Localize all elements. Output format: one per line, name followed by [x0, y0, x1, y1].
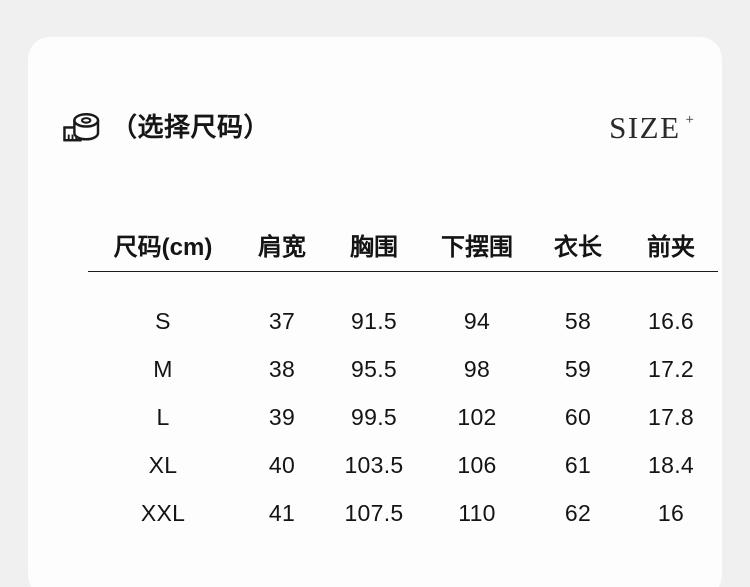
- size-brand-logo: SIZE +: [609, 112, 694, 143]
- cell-front: 18.4: [648, 452, 694, 478]
- cell-hem: 110: [458, 500, 496, 526]
- cell-length: 60: [564, 404, 592, 430]
- cell-shoulder: 41: [268, 500, 296, 526]
- cell-hem: 94: [463, 308, 491, 334]
- brand-word: SIZE: [609, 109, 681, 145]
- header-divider: [88, 271, 718, 272]
- cell-shoulder: 38: [268, 356, 296, 382]
- card-header: （选择尺码） SIZE +: [62, 103, 694, 151]
- table-header-row: 尺码(cm) 肩宽 胸围 下摆围 衣长 前夹: [88, 217, 718, 271]
- column-header-hem: 下摆围: [441, 233, 513, 261]
- table-row[interactable]: XL 40 103.5 106 61 18.4: [88, 442, 718, 490]
- header-divider-line: [88, 271, 718, 272]
- cell-shoulder: 39: [268, 404, 296, 430]
- column-header-length: 衣长: [554, 233, 602, 261]
- cell-length: 62: [564, 500, 592, 526]
- size-chart-card: （选择尺码） SIZE + 尺码(cm) 肩宽 胸围 下摆围 衣长 前夹: [28, 37, 722, 587]
- table-header: 尺码(cm) 肩宽 胸围 下摆围 衣长 前夹: [88, 217, 718, 271]
- cell-hem: 102: [457, 404, 497, 430]
- column-header-bust: 胸围: [350, 233, 398, 261]
- size-table: 尺码(cm) 肩宽 胸围 下摆围 衣长 前夹 S 37 9: [88, 217, 718, 538]
- cell-bust: 99.5: [351, 404, 397, 430]
- cell-bust: 95.5: [351, 356, 397, 382]
- cell-size: XL: [148, 452, 178, 478]
- cell-bust: 107.5: [344, 500, 404, 526]
- table-spacer-cell: [88, 272, 718, 298]
- column-header-size: 尺码(cm): [113, 233, 213, 261]
- cell-hem: 98: [463, 356, 491, 382]
- cell-front: 17.2: [648, 356, 694, 382]
- column-header-shoulder: 肩宽: [258, 233, 306, 261]
- cell-front: 16.6: [648, 308, 694, 334]
- table-body: S 37 91.5 94 58 16.6 M 38 95.5 98 59 17.…: [88, 271, 718, 538]
- brand-plus-icon: +: [685, 111, 694, 128]
- cell-size: S: [155, 308, 171, 334]
- page-title: （选择尺码）: [111, 112, 271, 142]
- cell-length: 58: [564, 308, 592, 334]
- cell-front: 16: [657, 500, 685, 526]
- cell-size: M: [153, 356, 173, 382]
- cell-shoulder: 40: [268, 452, 296, 478]
- cell-length: 61: [564, 452, 592, 478]
- cell-front: 17.8: [648, 404, 694, 430]
- cell-shoulder: 37: [268, 308, 296, 334]
- cell-hem: 106: [457, 452, 497, 478]
- cell-length: 59: [564, 356, 592, 382]
- table-row[interactable]: S 37 91.5 94 58 16.6: [88, 298, 718, 346]
- table-row[interactable]: XXL 41 107.5 110 62 16: [88, 490, 718, 538]
- cell-size: XXL: [140, 500, 186, 526]
- measuring-tape-icon: [63, 113, 100, 142]
- column-header-front: 前夹: [647, 233, 695, 261]
- title-group: （选择尺码）: [62, 110, 270, 144]
- cell-bust: 103.5: [344, 452, 404, 478]
- table-row[interactable]: M 38 95.5 98 59 17.2: [88, 346, 718, 394]
- cell-size: L: [156, 404, 170, 430]
- table-row[interactable]: L 39 99.5 102 60 17.8: [88, 394, 718, 442]
- table-spacer: [88, 272, 718, 298]
- cell-bust: 91.5: [351, 308, 397, 334]
